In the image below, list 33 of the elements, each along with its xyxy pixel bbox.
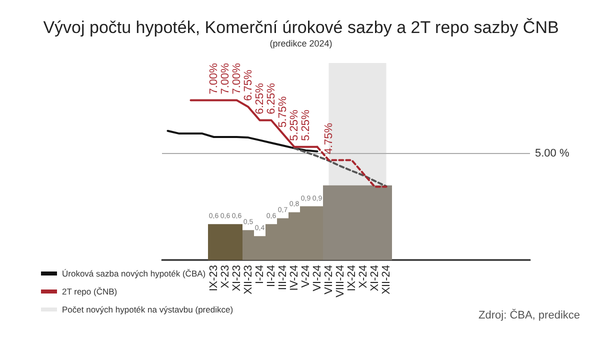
data-label: 5.25% <box>288 109 300 141</box>
x-tick-label: IX-24 <box>346 265 358 292</box>
x-tick-label: XII-24 <box>380 265 392 294</box>
chart-title: Vývoj počtu hypoték, Komerční úrokové sazby a 2T repo sazby ČNB <box>43 18 559 37</box>
data-label: 6.25% <box>254 82 266 114</box>
x-tick-label: XI-23 <box>230 265 243 292</box>
x-tick-label: II-24 <box>265 265 278 288</box>
text: Zdroj: ČBA, predikce <box>478 308 580 322</box>
data-label: 7.00% <box>219 62 232 94</box>
legend-label: 2T repo (ČNB) <box>62 286 118 296</box>
x-tick-label: X-24 <box>357 265 370 288</box>
chart-subtitle: (predikce 2024) <box>270 38 332 48</box>
legend-label: Počet nových hypoték na výstavbu (predikce) <box>62 304 234 314</box>
data-label: 7.00% <box>230 62 243 94</box>
x-tick-label: VIII-24 <box>334 265 346 298</box>
ref-line-label: 5.00 % <box>535 148 570 160</box>
x-tick-label: IV-24 <box>288 265 300 291</box>
x-tick-label: XII-23 <box>242 265 254 294</box>
data-label: 6.25% <box>265 82 278 114</box>
data-label: 6.75% <box>242 70 254 101</box>
x-tick-label: I-24 <box>254 265 266 284</box>
data-label: 4.75% <box>322 122 335 154</box>
x-tick-label: III-24 <box>276 265 289 290</box>
x-tick-label: X-23 <box>219 265 232 288</box>
data-label: 5.25% <box>300 109 312 141</box>
data-label: 7.00% <box>208 62 220 94</box>
x-tick-label: VI-24 <box>311 265 324 292</box>
data-label: 5.75% <box>276 96 289 128</box>
legend-label: Úroková sazba nových hypoték (ČBA) <box>62 268 206 278</box>
x-tick-label: XI-24 <box>368 265 381 292</box>
x-tick-label: VII-24 <box>322 265 335 294</box>
x-tick-label: IX-23 <box>208 265 220 292</box>
x-tick-label: V-24 <box>300 265 312 288</box>
